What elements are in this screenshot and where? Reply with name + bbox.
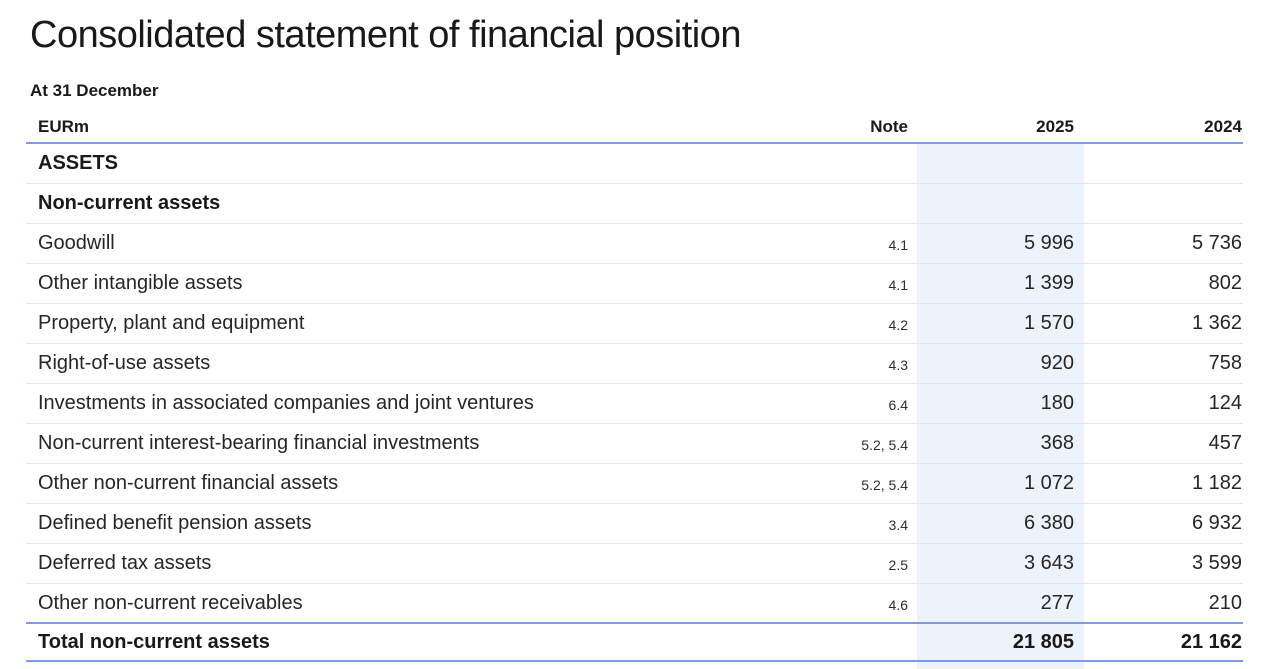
value-2024: 6 932 [1191,512,1242,534]
value-2025: 6 380 [1023,512,1074,534]
note-reference: 6.4 [888,397,908,413]
total-row: Total non-current assets 21 805 21 162 [26,624,1243,662]
row-label: Non-current assets [38,192,221,214]
table-row: Property, plant and equipment 4.2 1 570 1 3… [26,304,1243,344]
value-2025: 1 399 [1023,272,1074,294]
row-label: Property, plant and equipment [38,312,305,334]
value-2025: 5 996 [1023,232,1074,254]
value-2024: 758 [1208,352,1242,374]
value-2024: 124 [1208,392,1242,414]
section-header-row: Non-current assets [26,184,1243,224]
note-reference: 3.4 [888,517,908,533]
row-label: Right-of-use assets [38,352,211,374]
section-header-row: ASSETS [26,144,1243,184]
row-label: Non-current interest-bearing financial i… [38,432,480,454]
note-reference: 4.1 [888,277,908,293]
row-label: Investments in associated companies and … [38,392,534,414]
note-reference: 4.6 [888,596,908,613]
value-2024: 5 736 [1191,232,1242,254]
table-body: ASSETS Non-current assets Goodwill 4.1 5 996… [26,144,1243,662]
note-reference: 5.2, 5.4 [861,437,908,453]
note-reference [702,641,917,644]
row-label: Defined benefit pension assets [38,512,312,534]
table-row: Non-current interest-bearing financial i… [26,424,1243,464]
value-2025: 368 [1040,432,1074,454]
value-2024: 1 182 [1191,472,1242,494]
note-reference: 4.3 [888,357,908,373]
row-label: ASSETS [38,152,119,174]
value-2025: 277 [1040,591,1074,614]
value-2025: 1 570 [1023,312,1074,334]
column-header-2025: 2025 [1036,117,1074,136]
page-title: Consolidated statement of financial posi… [30,14,742,56]
value-2024: 802 [1208,272,1242,294]
table-row: Investments in associated companies and … [26,384,1243,424]
value-2024: 210 [1208,591,1242,614]
note-reference: 4.1 [888,237,908,253]
table-row: Deferred tax assets 2.5 3 643 3 599 [26,544,1243,584]
row-label: Deferred tax assets [38,552,212,574]
table-row: Other intangible assets 4.1 1 399 802 [26,264,1243,304]
value-2025: 180 [1040,392,1074,414]
value-2024: 457 [1208,432,1242,454]
table-header-row: EURm Note 2025 2024 [26,101,1243,144]
statement-date-subtitle: At 31 December [30,81,159,100]
value-2025: 3 643 [1023,552,1074,574]
value-2024: 1 362 [1191,312,1242,334]
table-row: Other non-current financial assets 5.2, 5… [26,464,1243,504]
value-2025: 1 072 [1023,472,1074,494]
table-row: Other non-current receivables 4.6 277 210 [26,584,1243,624]
note-reference [702,202,917,205]
value-2025: 21 805 [1012,630,1074,653]
row-label: Other non-current financial assets [38,472,339,494]
current-year-column-highlight [917,144,1084,669]
column-header-2024: 2024 [1204,117,1242,136]
row-label: Total non-current assets [38,630,270,653]
row-label: Goodwill [38,232,115,254]
row-label: Other intangible assets [38,272,243,294]
value-2024: 3 599 [1191,552,1242,574]
financial-position-table: EURm Note 2025 2024 ASSETS Non-current as… [26,101,1243,662]
column-header-note: Note [870,117,908,136]
value-2024: 21 162 [1180,630,1242,653]
table-row: Right-of-use assets 4.3 920 758 [26,344,1243,384]
table-row: Goodwill 4.1 5 996 5 736 [26,224,1243,264]
note-reference: 2.5 [888,557,908,573]
row-label: Other non-current receivables [38,591,303,614]
table-row: Defined benefit pension assets 3.4 6 380 6 … [26,504,1243,544]
note-reference [702,162,917,165]
column-header-eurm: EURm [38,117,90,136]
value-2025: 920 [1040,352,1074,374]
note-reference: 5.2, 5.4 [861,477,908,493]
note-reference: 4.2 [888,317,908,333]
